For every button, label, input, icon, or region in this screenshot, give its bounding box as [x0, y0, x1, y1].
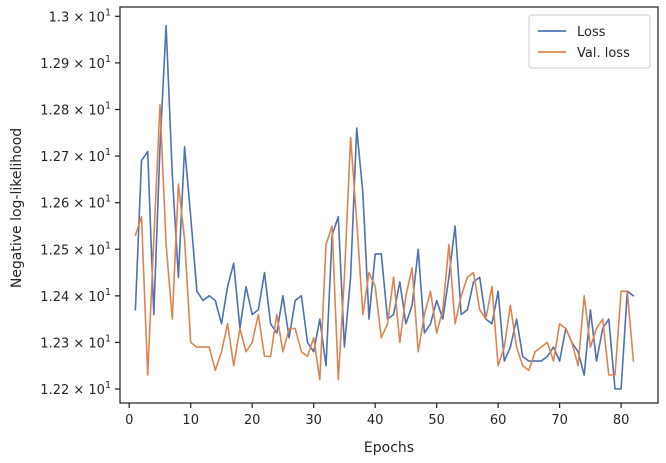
y-tick-label: 1.23 × 101	[40, 333, 111, 351]
y-tick-label: 1.3 × 101	[49, 7, 111, 25]
x-tick-label: 60	[490, 413, 507, 428]
series-layer	[134, 24, 635, 390]
legend-label: Val. loss	[577, 46, 630, 61]
x-tick-label: 30	[305, 413, 322, 428]
x-tick-label: 0	[125, 413, 133, 428]
y-tick-label: 1.25 × 101	[40, 240, 111, 258]
y-axis-ticks: 1.22 × 101 1.23 × 101 1.24 × 101 1.25 × 101…	[40, 7, 120, 398]
series-line-0	[134, 24, 635, 390]
y-tick-label: 1.28 × 101	[40, 100, 111, 118]
x-tick-label: 10	[182, 413, 199, 428]
y-tick-label: 1.29 × 101	[40, 54, 111, 72]
x-tick-label: 80	[613, 413, 630, 428]
y-tick-label: 1.27 × 101	[40, 147, 111, 165]
x-axis-label: Epochs	[364, 440, 414, 456]
legend: Loss Val. loss	[528, 14, 651, 69]
x-axis-ticks: 0 10 20 30 40 50 60 70 80	[125, 403, 629, 428]
plot-frame	[119, 6, 659, 404]
x-tick-label: 20	[244, 413, 261, 428]
series-line-1	[134, 104, 635, 381]
y-tick-label: 1.24 × 101	[40, 287, 111, 305]
x-tick-label: 70	[551, 413, 568, 428]
plot-area-border	[119, 6, 659, 404]
y-tick-label: 1.26 × 101	[40, 194, 111, 212]
x-tick-label: 40	[367, 413, 384, 428]
legend-box	[528, 14, 651, 69]
legend-label: Loss	[577, 25, 606, 40]
y-tick-label: 1.22 × 101	[40, 380, 111, 398]
y-axis-label: Negative log-likelihood	[9, 128, 25, 288]
x-tick-label: 50	[428, 413, 445, 428]
